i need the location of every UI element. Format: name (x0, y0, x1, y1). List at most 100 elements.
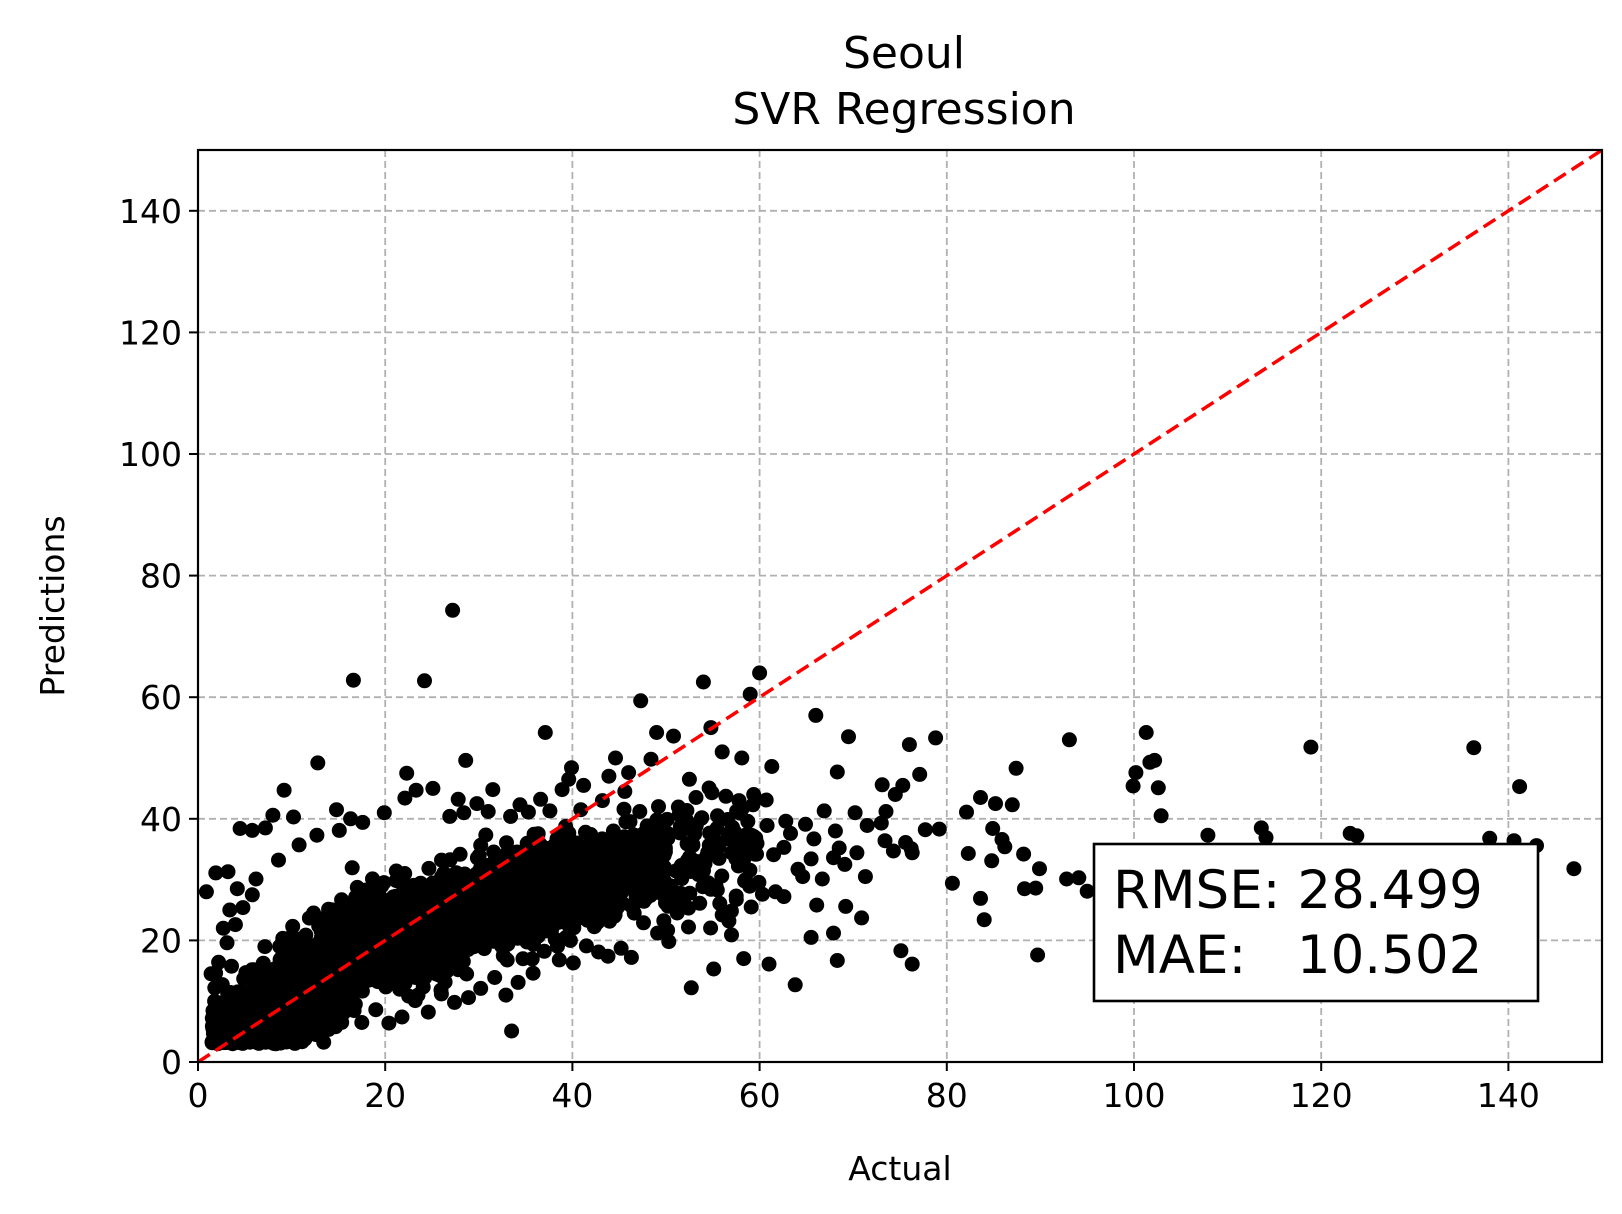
data-point (873, 815, 889, 831)
data-point (394, 1009, 410, 1025)
data-point (257, 939, 273, 955)
data-point (307, 957, 323, 973)
data-point (728, 888, 744, 904)
data-point (459, 966, 475, 982)
data-point (328, 1019, 344, 1035)
data-point (997, 839, 1013, 855)
data-point (306, 905, 322, 921)
data-point (547, 904, 563, 920)
data-point (537, 725, 553, 740)
data-point (265, 807, 281, 823)
data-point (1258, 830, 1274, 846)
x-tick-label: 40 (551, 1076, 593, 1115)
data-point (440, 954, 456, 970)
data-point (683, 980, 699, 996)
data-point (714, 907, 730, 923)
data-point (984, 853, 1000, 869)
data-point (904, 956, 920, 972)
data-point (495, 948, 511, 964)
data-point (368, 1002, 384, 1018)
data-point (688, 790, 704, 805)
data-point (445, 602, 461, 618)
data-point (601, 768, 617, 784)
data-point (229, 881, 245, 897)
data-point (776, 839, 792, 855)
data-point (783, 825, 798, 841)
data-point (573, 802, 589, 818)
data-point (649, 884, 665, 900)
data-point (428, 932, 444, 948)
data-point (912, 766, 928, 782)
data-point (323, 945, 339, 961)
data-point (857, 869, 873, 885)
data-point (751, 874, 767, 890)
data-point (487, 970, 503, 985)
data-point (1128, 765, 1144, 781)
data-point (533, 791, 549, 807)
data-point (298, 927, 314, 943)
data-point (525, 871, 541, 887)
data-point (417, 970, 433, 986)
data-point (409, 939, 425, 955)
data-point (624, 860, 640, 876)
data-point (681, 900, 696, 916)
data-point (393, 904, 409, 920)
data-point (1059, 871, 1075, 887)
data-point (399, 765, 415, 781)
data-point (681, 771, 697, 787)
data-point (632, 804, 648, 819)
data-point (754, 886, 770, 902)
data-point (446, 874, 462, 890)
data-point (985, 821, 1001, 836)
data-point (442, 808, 458, 824)
data-point (669, 905, 685, 921)
y-tick-label: 20 (140, 921, 182, 960)
data-point (248, 871, 264, 887)
data-point (650, 925, 666, 941)
data-point (787, 977, 803, 993)
data-point (381, 1015, 397, 1031)
data-point (329, 802, 344, 818)
x-axis-ticks: 0 20 40 60 80 100 120 140 (188, 1062, 1540, 1115)
data-points (198, 602, 1582, 1052)
data-point (244, 887, 260, 903)
data-point (809, 897, 825, 913)
data-point (877, 833, 893, 849)
data-point (291, 837, 307, 853)
data-point (461, 990, 476, 1006)
data-point (944, 875, 960, 891)
x-tick-label: 120 (1290, 1076, 1353, 1115)
data-point (703, 920, 719, 936)
data-point (568, 857, 584, 873)
data-point (258, 973, 274, 989)
data-point (315, 932, 331, 948)
data-point (1349, 828, 1365, 844)
data-point (1079, 883, 1095, 899)
data-point (523, 860, 539, 875)
data-point (596, 861, 611, 877)
data-point (725, 819, 740, 835)
data-point (1482, 830, 1498, 846)
data-point (280, 948, 296, 964)
data-point (309, 827, 325, 843)
data-point (623, 949, 639, 965)
data-point (602, 913, 618, 929)
data-point (629, 841, 645, 857)
data-point (211, 954, 227, 970)
data-point (1032, 861, 1047, 877)
data-point (624, 898, 639, 914)
data-point (643, 751, 659, 767)
data-point (1016, 846, 1032, 862)
data-point (681, 919, 696, 935)
data-point (1017, 881, 1032, 897)
data-point (488, 866, 504, 881)
data-point (429, 966, 445, 982)
data-point (485, 782, 501, 798)
data-point (335, 935, 351, 951)
data-point (214, 997, 230, 1013)
data-point (659, 811, 675, 827)
data-point (499, 879, 515, 895)
x-tick-label: 60 (739, 1076, 781, 1115)
data-point (551, 952, 567, 968)
